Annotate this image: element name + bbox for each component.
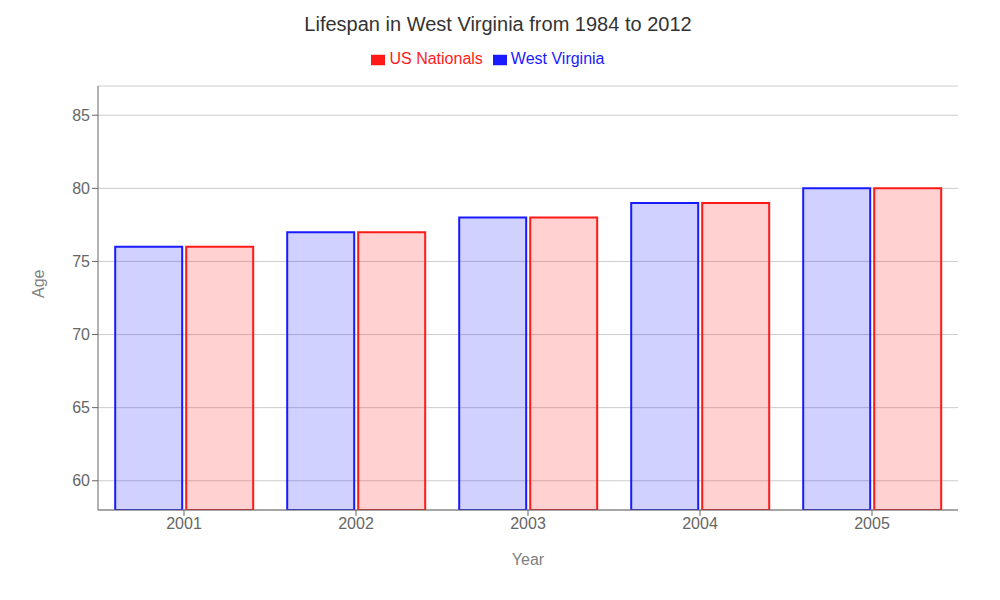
svg-text:Year: Year: [512, 551, 545, 568]
svg-text:70: 70: [72, 326, 90, 343]
svg-text:80: 80: [72, 180, 90, 197]
svg-text:2004: 2004: [682, 515, 718, 532]
html-text:Lifespan in West Virginia from: Lifespan in West Virginia from 1984 to 2…: [304, 13, 692, 35]
html-text:West Virginia: West Virginia: [510, 50, 605, 67]
svg-text:75: 75: [72, 253, 90, 270]
svg-text:65: 65: [72, 399, 90, 416]
svg-text:60: 60: [72, 472, 90, 489]
svg-text:2001: 2001: [166, 515, 202, 532]
svg-text:Age: Age: [30, 269, 47, 298]
svg-text:85: 85: [72, 107, 90, 124]
svg-text:2003: 2003: [510, 515, 546, 532]
svg-text:2005: 2005: [854, 515, 890, 532]
html-text:US Nationals: US Nationals: [389, 50, 483, 67]
svg-text:2002: 2002: [338, 515, 374, 532]
